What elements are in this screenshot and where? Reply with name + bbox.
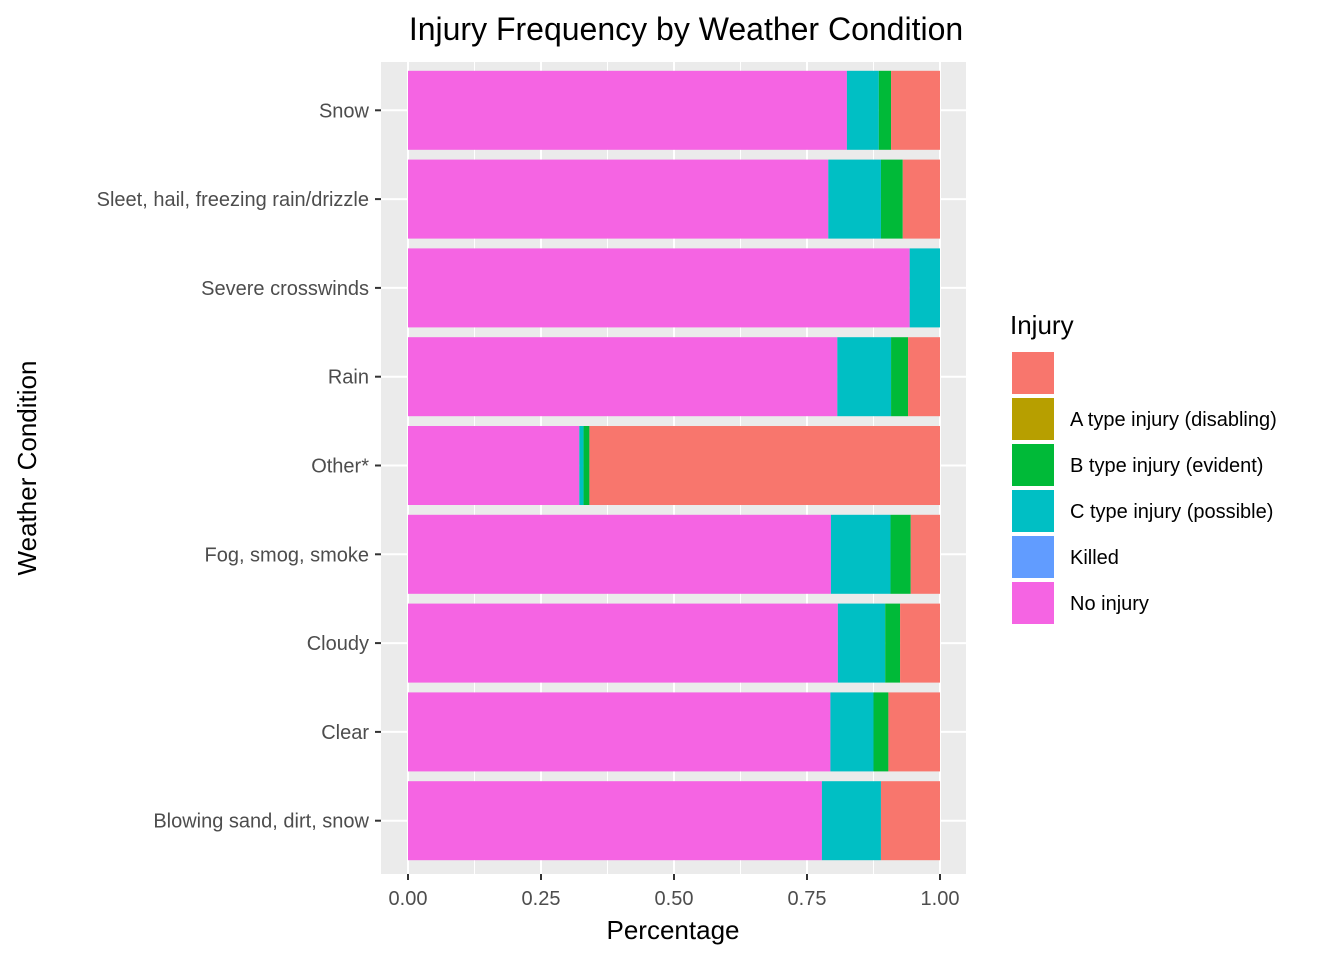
bar-segment (909, 248, 940, 328)
y-axis-title: Weather Condition (12, 361, 42, 576)
x-tick-label: 0.50 (655, 888, 694, 910)
bar-segment (408, 337, 838, 417)
bar-segment (408, 426, 580, 505)
legend-key (1012, 536, 1054, 578)
bar-segment (589, 426, 940, 505)
y-tick-label: Fog, smog, smoke (204, 544, 369, 566)
bar-segment (579, 426, 584, 505)
x-tick-label: 0.00 (389, 888, 428, 910)
bar-segment (408, 159, 829, 239)
y-tick-label: Severe crosswinds (201, 278, 369, 300)
bar-segment (408, 692, 831, 772)
bar-segment (408, 514, 831, 594)
bar-segment (408, 781, 822, 861)
legend-label: Killed (1070, 547, 1119, 569)
bar-segment (828, 159, 881, 239)
bar-segment (873, 692, 889, 772)
y-tick-label: Sleet, hail, freezing rain/drizzle (97, 189, 369, 211)
y-tick-label: Clear (321, 722, 369, 744)
bars (408, 70, 940, 861)
bar-segment (821, 781, 881, 861)
bar-segment (880, 159, 903, 239)
bar-segment (908, 337, 940, 417)
y-tick-label: Cloudy (307, 633, 369, 655)
bar-segment (880, 781, 940, 861)
bar-segment (846, 70, 879, 150)
bar-segment (891, 70, 940, 150)
y-tick-label: Rain (328, 367, 369, 389)
bar-segment (837, 603, 886, 683)
bar-segment (830, 514, 891, 594)
y-axis: Snow Sleet, hail, freezing rain/drizzle Se… (97, 100, 381, 833)
legend-label: A type injury (disabling) (1070, 409, 1277, 431)
bar-segment (583, 426, 590, 505)
legend-key (1012, 582, 1054, 624)
bar-segment (830, 692, 874, 772)
bar-segment (408, 248, 910, 328)
bar-segment (900, 603, 940, 683)
bar-segment (888, 692, 940, 772)
chart-title: Injury Frequency by Weather Condition (409, 11, 963, 47)
legend-key (1012, 444, 1054, 486)
legend-key (1012, 490, 1054, 532)
legend: Injury A type injury (disabling) B type i… (1010, 310, 1277, 624)
bar-segment (902, 159, 940, 239)
y-tick-label: Blowing sand, dirt, snow (153, 811, 369, 833)
y-tick-label: Other* (311, 456, 369, 478)
legend-label: B type injury (evident) (1070, 455, 1263, 477)
x-axis: 0.00 0.25 0.50 0.75 1.00 (389, 874, 960, 910)
legend-key (1012, 398, 1054, 440)
bar-segment (885, 603, 901, 683)
bar-segment (891, 337, 909, 417)
legend-label: No injury (1070, 593, 1149, 615)
bar-segment (837, 337, 892, 417)
bar-segment (408, 70, 847, 150)
legend-label: C type injury (possible) (1070, 501, 1273, 523)
bar-segment (878, 70, 892, 150)
legend-title: Injury (1010, 310, 1074, 340)
bar-segment (408, 603, 838, 683)
x-tick-label: 1.00 (921, 888, 960, 910)
x-tick-label: 0.25 (522, 888, 561, 910)
legend-key (1012, 352, 1054, 394)
x-tick-label: 0.75 (788, 888, 827, 910)
bar-segment (890, 514, 911, 594)
y-tick-label: Snow (319, 100, 370, 122)
bar-segment (910, 514, 940, 594)
x-axis-title: Percentage (607, 915, 740, 945)
